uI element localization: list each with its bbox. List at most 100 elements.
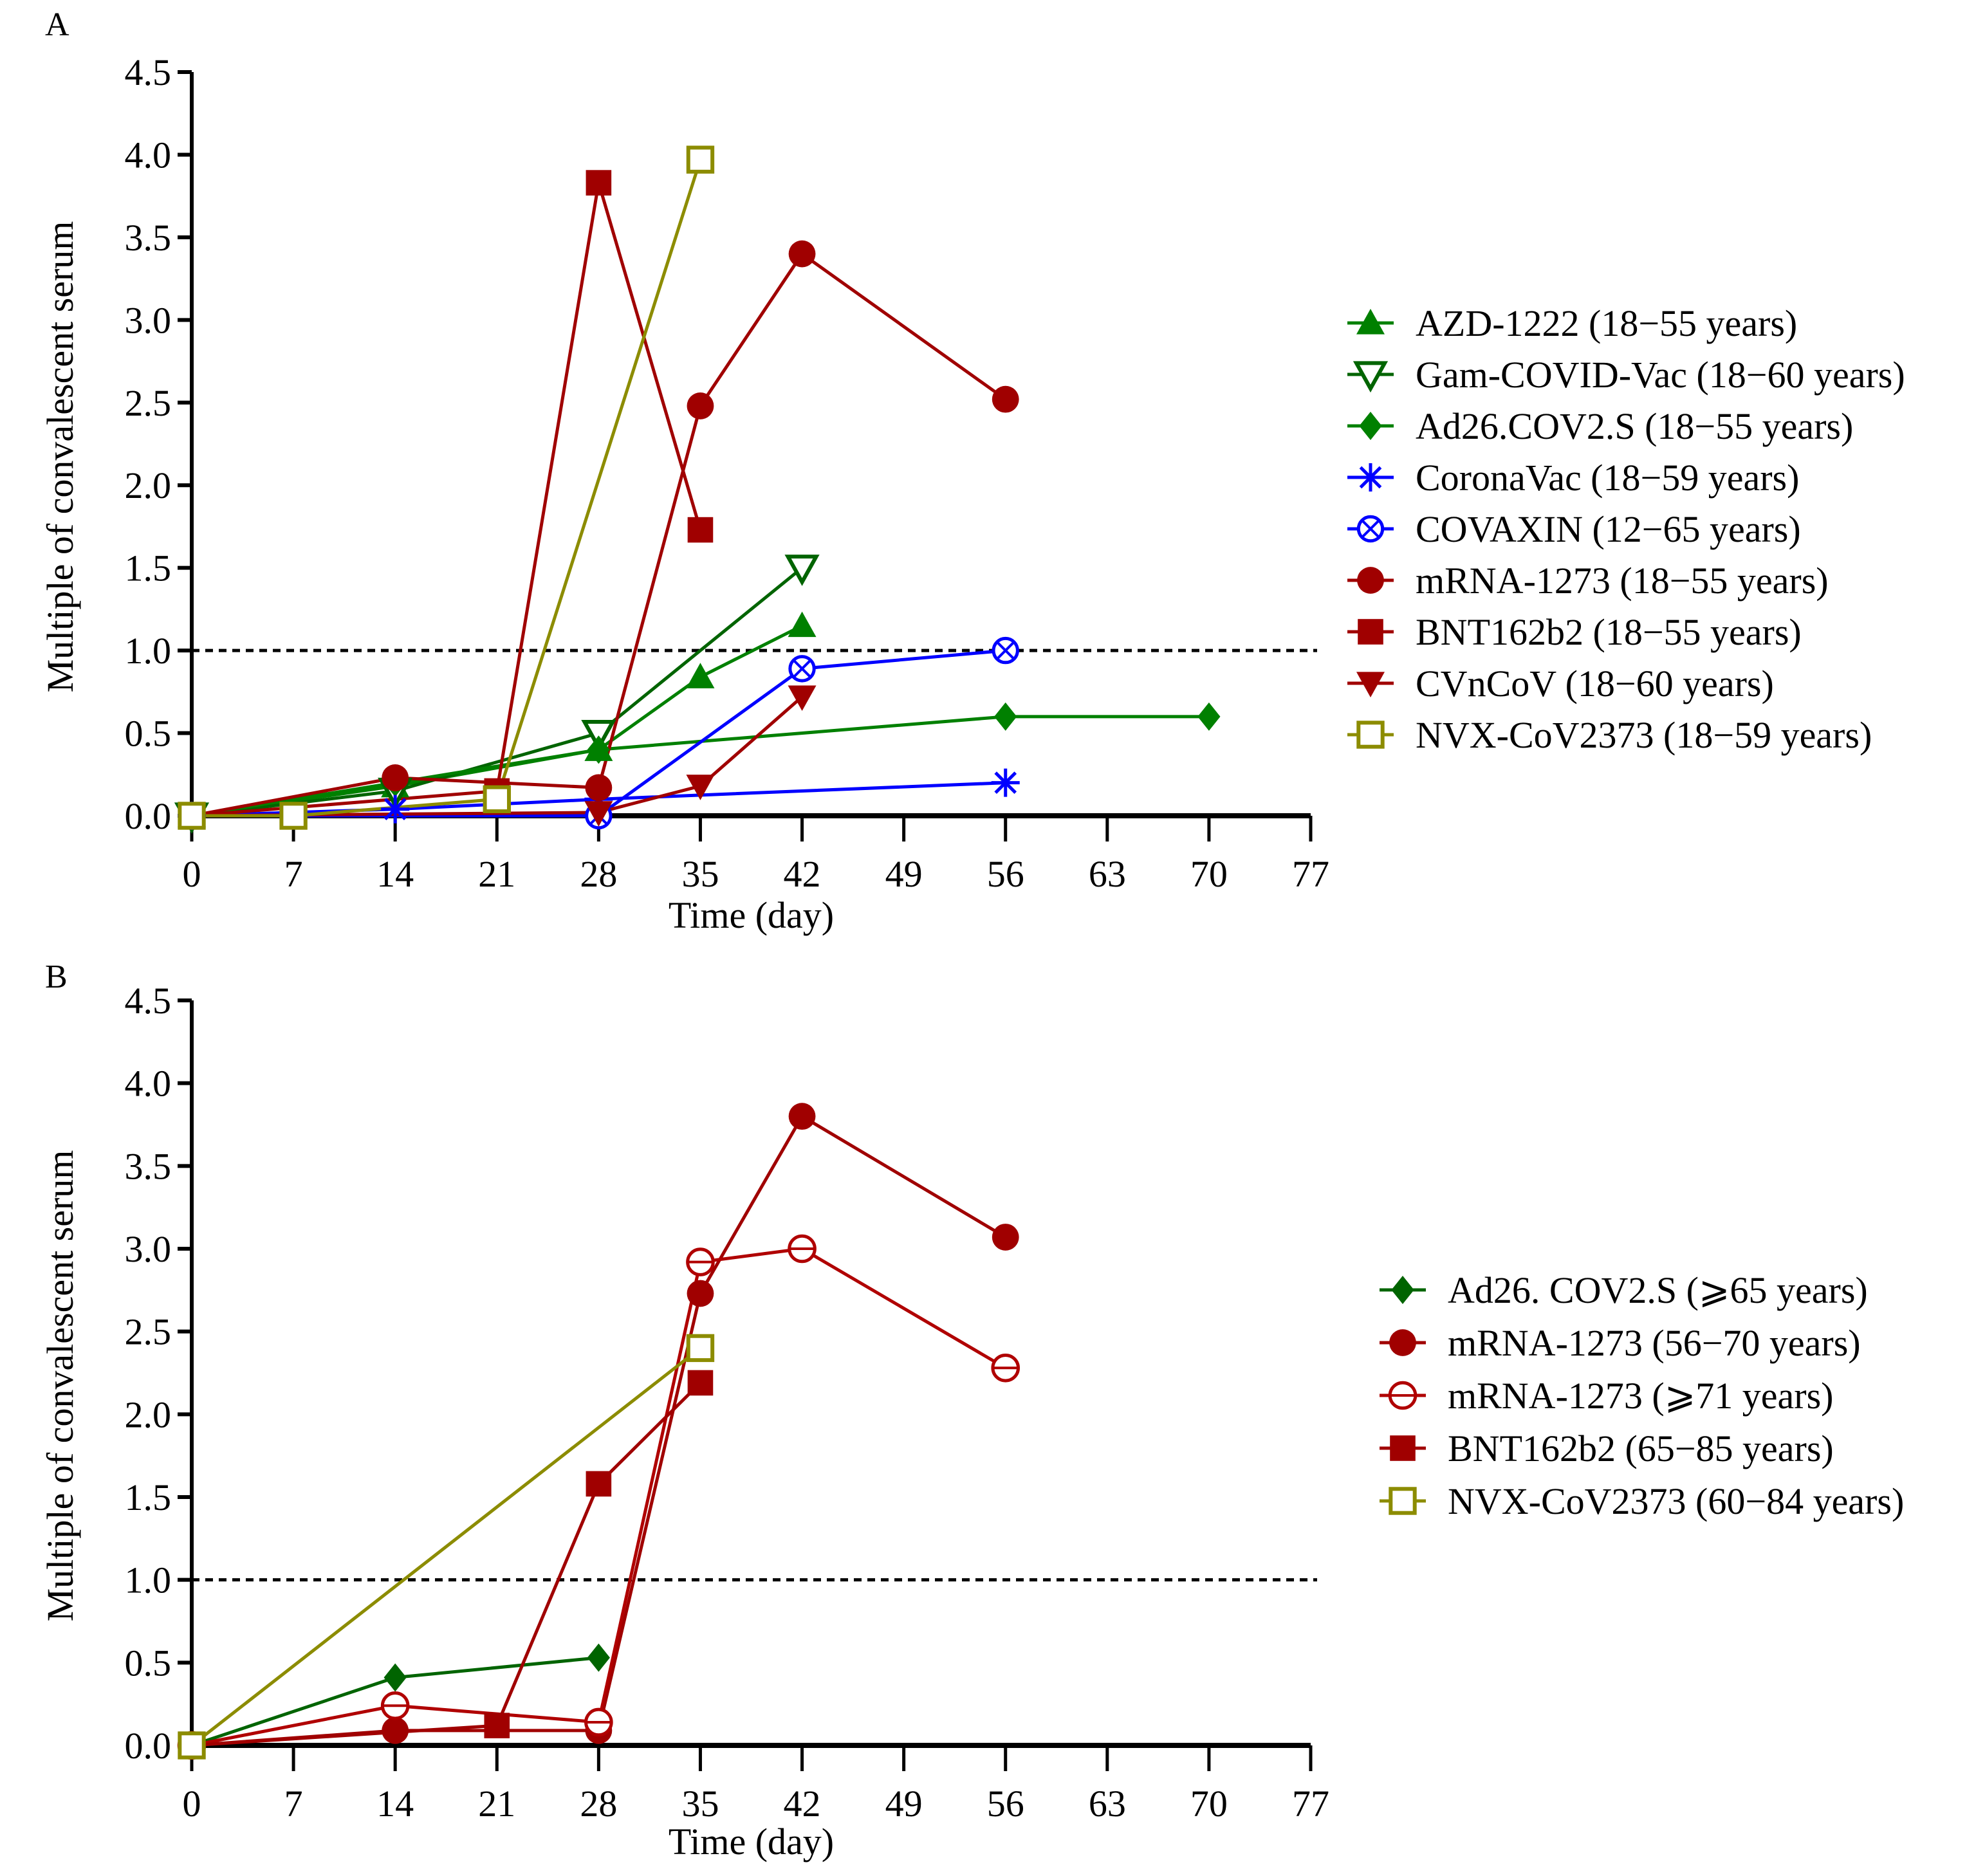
series-6 bbox=[191, 182, 702, 818]
x-tick-label: 28 bbox=[580, 853, 617, 895]
x-tick-label: 63 bbox=[1089, 1783, 1126, 1825]
legend-label: COVAXIN (12−65 years) bbox=[1416, 508, 1801, 550]
y-tick-label: 3.5 bbox=[125, 1145, 172, 1187]
legend-item: CVnCoV (18−60 years) bbox=[1347, 663, 1774, 704]
y-tick-label: 0.0 bbox=[125, 795, 172, 837]
data-point bbox=[991, 768, 1020, 797]
legend-item: Ad26. COV2.S (⩾65 years) bbox=[1380, 1269, 1868, 1311]
x-tick-label: 0 bbox=[183, 1783, 201, 1825]
series-3 bbox=[191, 1381, 702, 1747]
x-tick-label: 77 bbox=[1292, 853, 1329, 895]
legend-marker-icon bbox=[1389, 1329, 1416, 1356]
x-tick-label: 56 bbox=[987, 1783, 1024, 1825]
x-tick-label: 42 bbox=[784, 853, 821, 895]
series-markers-4 bbox=[178, 1334, 715, 1760]
chart-panel-a: A 0.0 0.5 1.0 1.5 2.0 2.5 3.0 3.5 4.0 4.5 Multiple … bbox=[39, 6, 1905, 936]
series-line bbox=[190, 1347, 701, 1747]
series-markers-5 bbox=[178, 240, 1019, 829]
legend-item: Ad26.COV2.S (18−55 years) bbox=[1347, 405, 1853, 447]
data-point bbox=[994, 702, 1017, 731]
x-axis-title: Time (day) bbox=[669, 894, 834, 936]
panel-label: B bbox=[45, 959, 68, 995]
legend-item: mRNA-1273 (18−55 years) bbox=[1347, 560, 1829, 602]
data-point bbox=[687, 517, 714, 543]
x-tick-label: 21 bbox=[478, 1783, 515, 1825]
data-point bbox=[992, 385, 1019, 413]
x-tick-label: 14 bbox=[376, 1783, 414, 1825]
legend-item: COVAXIN (12−65 years) bbox=[1347, 508, 1801, 550]
y-tick-label: 0.5 bbox=[125, 713, 172, 755]
x-tick-label: 70 bbox=[1190, 853, 1228, 895]
x-tick-label: 42 bbox=[784, 1783, 821, 1825]
legend-item: mRNA-1273 (56−70 years) bbox=[1380, 1322, 1861, 1364]
data-point bbox=[788, 685, 817, 712]
legend-label: Ad26. COV2.S (⩾65 years) bbox=[1448, 1269, 1868, 1311]
data-point bbox=[992, 636, 1019, 665]
y-tick-label: 0.5 bbox=[125, 1642, 172, 1684]
legend-label: mRNA-1273 (56−70 years) bbox=[1448, 1322, 1861, 1364]
legend-marker-icon bbox=[1356, 672, 1385, 697]
data-point bbox=[587, 735, 610, 764]
y-tick-label: 4.0 bbox=[125, 1063, 172, 1105]
data-point bbox=[586, 170, 612, 196]
series-4 bbox=[190, 1347, 701, 1747]
x-tick-label: 7 bbox=[284, 1783, 303, 1825]
legend-label: CoronaVac (18−59 years) bbox=[1416, 457, 1799, 499]
legend-item: BNT162b2 (65−85 years) bbox=[1380, 1428, 1834, 1469]
data-point bbox=[279, 802, 308, 830]
series-line bbox=[191, 1247, 1006, 1747]
data-point bbox=[178, 1731, 206, 1760]
x-tick-label: 0 bbox=[183, 853, 201, 895]
legend-label: AZD-1222 (18−55 years) bbox=[1416, 302, 1797, 344]
data-point bbox=[788, 1103, 816, 1130]
data-point bbox=[381, 795, 410, 823]
data-point bbox=[585, 774, 613, 802]
legend-marker-icon bbox=[1356, 515, 1385, 543]
y-tick-label: 1.5 bbox=[125, 1476, 172, 1518]
legend-label: Ad26.COV2.S (18−55 years) bbox=[1416, 405, 1853, 447]
legend-marker-icon bbox=[1358, 619, 1383, 645]
data-point bbox=[584, 1707, 613, 1737]
data-point bbox=[382, 764, 409, 791]
data-point bbox=[686, 1334, 715, 1363]
y-tick-label: 1.0 bbox=[125, 1559, 172, 1601]
legend-label: BNT162b2 (65−85 years) bbox=[1448, 1428, 1834, 1469]
y-tick-label: 1.0 bbox=[125, 630, 172, 672]
data-point bbox=[784, 555, 820, 586]
legend-item: mRNA-1273 (⩾71 years) bbox=[1380, 1375, 1833, 1417]
series-markers-6 bbox=[179, 170, 714, 829]
panel-label: A bbox=[45, 6, 69, 43]
legend-marker-icon bbox=[1359, 412, 1382, 440]
x-tick-label: 7 bbox=[284, 853, 303, 895]
y-tick-label: 2.0 bbox=[125, 464, 172, 506]
data-point bbox=[991, 1353, 1020, 1383]
x-tick-label: 14 bbox=[376, 853, 414, 895]
x-tick-label: 28 bbox=[580, 1783, 617, 1825]
data-point bbox=[788, 611, 817, 638]
legend-marker-icon bbox=[1388, 1381, 1417, 1410]
legend: AZD-1222 (18−55 years) Gam-COVID-Vac (18−… bbox=[1347, 302, 1905, 756]
y-tick-label: 0.0 bbox=[125, 1725, 172, 1767]
x-tick-label: 70 bbox=[1190, 1783, 1228, 1825]
data-point bbox=[587, 1643, 610, 1672]
legend-label: CVnCoV (18−60 years) bbox=[1416, 663, 1774, 704]
y-tick-label: 4.5 bbox=[125, 51, 172, 93]
y-tick-label: 1.5 bbox=[125, 547, 172, 589]
y-tick-label: 2.5 bbox=[125, 1311, 172, 1353]
legend-label: mRNA-1273 (18−55 years) bbox=[1416, 560, 1829, 602]
x-tick-label: 35 bbox=[681, 853, 719, 895]
series-markers-2 bbox=[177, 1234, 1020, 1760]
x-tick-label: 77 bbox=[1292, 1783, 1329, 1825]
legend-marker-icon bbox=[1390, 1435, 1416, 1461]
legend-marker-icon bbox=[1357, 567, 1384, 594]
data-point bbox=[686, 663, 715, 688]
data-point bbox=[584, 801, 613, 827]
series-2 bbox=[191, 1247, 1006, 1747]
series-line bbox=[192, 159, 702, 818]
y-tick-label: 4.5 bbox=[125, 980, 172, 1022]
series-5 bbox=[191, 252, 1007, 818]
data-point bbox=[483, 785, 511, 814]
legend-item: NVX-CoV2373 (60−84 years) bbox=[1380, 1480, 1904, 1522]
x-tick-label: 49 bbox=[885, 853, 923, 895]
legend-marker-icon bbox=[1353, 361, 1389, 393]
